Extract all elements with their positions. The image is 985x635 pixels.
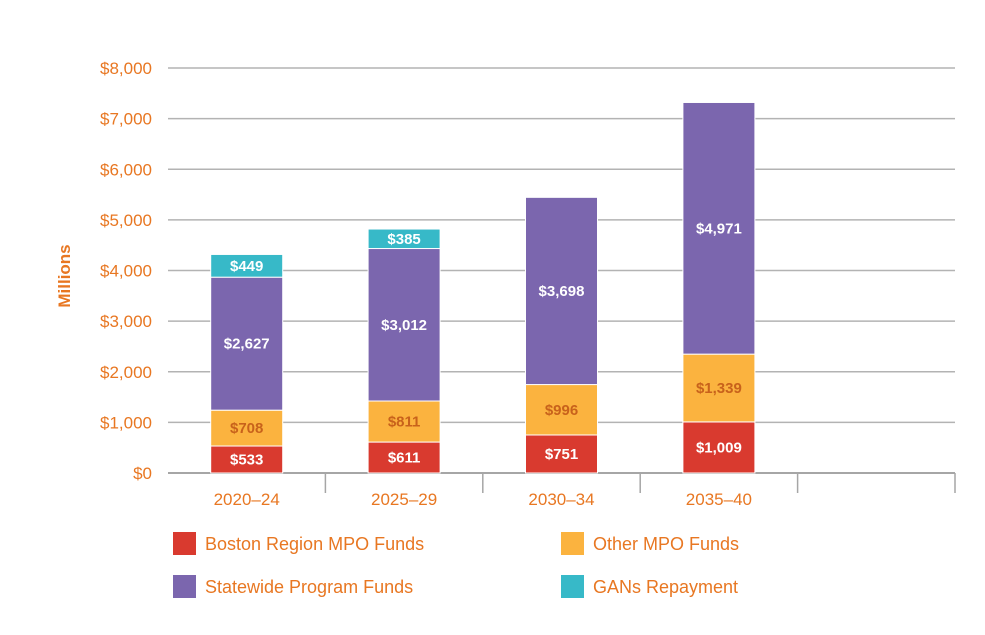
legend: Boston Region MPO Funds Other MPO Funds St…	[173, 532, 739, 598]
bar-segment	[525, 196, 598, 386]
legend-swatch	[173, 575, 196, 598]
data-label: $811	[388, 414, 421, 431]
x-axis: 2020–24 2025–29 2030–34 2035–40	[214, 473, 956, 509]
data-label: $3,698	[539, 283, 585, 300]
bar-segment	[682, 101, 756, 355]
data-label: $2,627	[224, 336, 270, 353]
x-tick-label: 2030–34	[528, 490, 594, 509]
data-label: $996	[545, 402, 578, 419]
data-label: $708	[230, 420, 263, 437]
data-label: $385	[387, 231, 420, 248]
legend-label: Statewide Program Funds	[205, 577, 413, 597]
legend-swatch	[173, 532, 196, 555]
x-tick-label: 2020–24	[214, 490, 280, 509]
data-label: $611	[388, 450, 421, 467]
y-tick-label: $4,000	[100, 262, 152, 281]
bar-segment	[367, 228, 441, 250]
y-tick-label: $6,000	[100, 160, 152, 179]
y-tick-label: $5,000	[100, 211, 152, 230]
y-tick-label: $8,000	[100, 59, 152, 78]
bar-segment	[210, 409, 284, 447]
bars: $533 $708 $2,627 $449 $611 $811 $3,012 $385 $751…	[210, 101, 756, 474]
data-label: $4,971	[696, 220, 742, 237]
y-tick-label: $3,000	[100, 312, 152, 331]
bar-segment	[525, 384, 598, 436]
bar-segment	[367, 400, 441, 443]
legend-swatch	[561, 575, 584, 598]
y-axis-ticks: $0 $1,000 $2,000 $3,000 $4,000 $5,000 $6,000 $7…	[100, 59, 152, 483]
legend-label: GANs Repayment	[593, 577, 738, 597]
y-tick-label: $2,000	[100, 363, 152, 382]
data-label: $751	[545, 446, 578, 463]
y-tick-label: $0	[133, 464, 152, 483]
legend-swatch	[561, 532, 584, 555]
data-label: $533	[230, 452, 263, 469]
bar-segment	[682, 421, 756, 474]
data-label: $1,009	[696, 439, 742, 456]
bar-segment	[682, 353, 756, 423]
x-tick-label: 2025–29	[371, 490, 437, 509]
legend-label: Boston Region MPO Funds	[205, 534, 424, 554]
data-label: $3,012	[381, 317, 427, 334]
bar-segment	[210, 253, 284, 278]
y-tick-label: $7,000	[100, 110, 152, 129]
legend-label: Other MPO Funds	[593, 534, 739, 554]
bar-segment	[367, 248, 441, 402]
x-tick-label: 2035–40	[686, 490, 752, 509]
data-label: $449	[230, 258, 263, 275]
bar-segment	[210, 276, 284, 411]
y-tick-label: $1,000	[100, 413, 152, 432]
data-label: $1,339	[696, 380, 742, 397]
y-axis-label: Millions	[55, 244, 74, 307]
